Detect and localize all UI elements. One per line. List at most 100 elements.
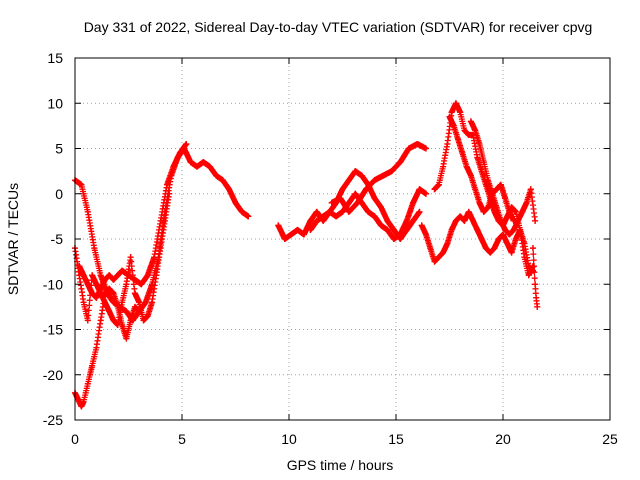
- data-point: [138, 281, 145, 288]
- data-point: [84, 317, 91, 324]
- data-point: [89, 362, 96, 369]
- y-tick-label: 5: [55, 141, 63, 157]
- data-point: [476, 140, 483, 147]
- data-point: [384, 226, 391, 233]
- data-point: [444, 240, 451, 247]
- data-point: [300, 231, 307, 238]
- data-point: [435, 181, 442, 188]
- data-point: [397, 231, 404, 238]
- data-point: [110, 290, 117, 297]
- data-point: [371, 177, 378, 184]
- y-tick-label: 10: [47, 95, 63, 111]
- data-point: [474, 154, 481, 161]
- data-point: [151, 254, 158, 261]
- data-point: [470, 217, 477, 224]
- data-point: [506, 208, 513, 215]
- data-point: [149, 281, 156, 288]
- data-point: [427, 245, 434, 252]
- data-point: [508, 249, 515, 256]
- data-point: [514, 217, 521, 224]
- data-point: [495, 236, 502, 242]
- data-point: [144, 312, 151, 319]
- data-point: [452, 100, 459, 107]
- data-point: [313, 217, 320, 224]
- series-track-d: [76, 140, 190, 301]
- data-point: [157, 217, 164, 224]
- data-point: [226, 186, 233, 193]
- data-point: [493, 204, 500, 211]
- data-point: [422, 190, 429, 197]
- data-point: [414, 140, 421, 147]
- data-point: [149, 299, 156, 306]
- data-point: [91, 353, 98, 360]
- data-point: [84, 281, 91, 288]
- data-point: [106, 285, 113, 292]
- data-point: [371, 213, 378, 220]
- data-point: [504, 240, 511, 247]
- data-point: [416, 208, 423, 215]
- data-point: [457, 213, 464, 220]
- data-point: [123, 308, 130, 315]
- x-tick-label: 10: [281, 431, 297, 447]
- data-point: [123, 335, 130, 342]
- data-point: [170, 163, 177, 170]
- data-point: [97, 285, 104, 292]
- series-track-f: [307, 186, 429, 242]
- data-point: [232, 199, 239, 206]
- data-point: [80, 398, 87, 405]
- data-point: [119, 299, 126, 306]
- y-tick-label: 15: [47, 50, 63, 66]
- data-point: [89, 290, 96, 297]
- data-point: [527, 186, 534, 193]
- data-point: [410, 217, 417, 224]
- data-point: [114, 272, 121, 279]
- data-point: [378, 204, 385, 211]
- data-point: [238, 208, 245, 215]
- series-track-i: [431, 100, 536, 279]
- series-marks: [530, 245, 541, 310]
- data-point: [93, 344, 100, 351]
- data-point: [288, 231, 295, 238]
- data-point: [119, 321, 126, 328]
- data-point: [337, 195, 344, 202]
- data-point: [136, 299, 143, 306]
- data-point: [127, 317, 134, 324]
- data-point: [123, 281, 130, 288]
- data-point: [523, 199, 530, 206]
- data-point: [144, 272, 151, 279]
- data-point: [533, 294, 540, 301]
- data-point: [131, 303, 138, 310]
- series-track-l: [529, 245, 541, 310]
- data-point: [328, 199, 335, 206]
- data-point: [531, 263, 538, 270]
- data-point: [380, 172, 387, 179]
- data-point: [114, 303, 121, 310]
- data-point: [110, 276, 117, 283]
- data-point: [82, 389, 89, 396]
- data-point: [448, 109, 455, 116]
- data-point: [365, 208, 372, 215]
- data-point: [106, 272, 113, 279]
- data-point: [482, 245, 489, 252]
- data-point: [497, 181, 504, 188]
- data-point: [459, 150, 466, 157]
- data-point: [390, 226, 397, 233]
- data-point: [80, 272, 87, 279]
- data-point: [339, 186, 346, 193]
- data-point: [131, 276, 138, 283]
- data-point: [131, 290, 138, 297]
- x-tick-label: 15: [388, 431, 404, 447]
- data-point: [446, 113, 453, 120]
- data-point: [519, 208, 526, 215]
- data-point: [97, 317, 104, 324]
- data-point: [525, 272, 532, 279]
- data-point: [431, 258, 438, 265]
- data-point: [136, 308, 143, 315]
- data-point: [101, 290, 108, 297]
- data-point: [461, 217, 468, 224]
- y-axis-label: SDTVAR / TECUs: [5, 183, 21, 295]
- data-point: [176, 150, 183, 157]
- data-point: [93, 294, 100, 301]
- data-point: [153, 272, 160, 279]
